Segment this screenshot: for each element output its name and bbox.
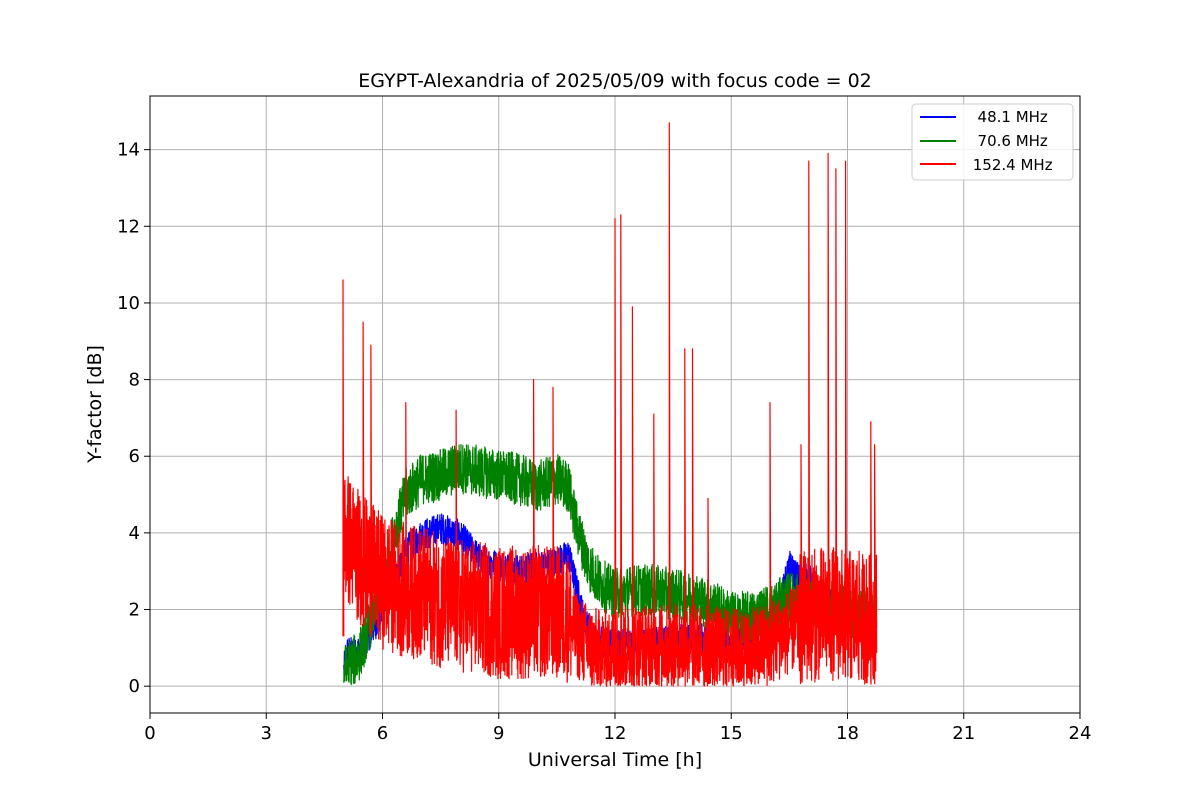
x-tick-label: 6 <box>377 723 388 744</box>
x-tick-label: 12 <box>604 723 627 744</box>
series-line-2 <box>342 122 878 687</box>
y-tick-label: 6 <box>129 446 140 467</box>
legend-label-70mhz: 70.6 MHz <box>968 132 1048 150</box>
x-tick-label: 3 <box>261 723 272 744</box>
y-axis-ticks: 0 2 4 6 8 10 12 14 <box>117 140 150 697</box>
legend: 48.1 MHz 70.6 MHz 152.4 MHz <box>911 103 1074 181</box>
y-tick-label: 0 <box>129 676 140 697</box>
y-tick-label: 10 <box>117 293 140 314</box>
y-tick-label: 4 <box>129 523 140 544</box>
series-layer <box>342 122 878 687</box>
x-tick-label: 0 <box>144 723 155 744</box>
x-tick-label: 15 <box>720 723 743 744</box>
x-tick-label: 24 <box>1069 723 1092 744</box>
x-tick-label: 18 <box>836 723 859 744</box>
y-tick-label: 14 <box>117 140 140 161</box>
x-axis-label: Universal Time [h] <box>528 749 702 771</box>
y-tick-label: 12 <box>117 216 140 237</box>
x-tick-label: 9 <box>493 723 504 744</box>
series-line-1 <box>343 444 878 686</box>
y-axis-label: Y-factor [dB] <box>84 345 106 464</box>
y-tick-label: 2 <box>129 600 140 621</box>
x-axis-ticks: 0 3 6 9 12 15 18 21 24 <box>144 713 1091 744</box>
x-tick-label: 21 <box>952 723 975 744</box>
legend-box <box>911 103 1074 181</box>
legend-label-152mhz: 152.4 MHz <box>968 156 1053 174</box>
y-tick-label: 8 <box>129 370 140 391</box>
legend-label-48mhz: 48.1 MHz <box>968 108 1048 126</box>
chart-title: EGYPT-Alexandria of 2025/05/09 with focu… <box>358 70 872 92</box>
